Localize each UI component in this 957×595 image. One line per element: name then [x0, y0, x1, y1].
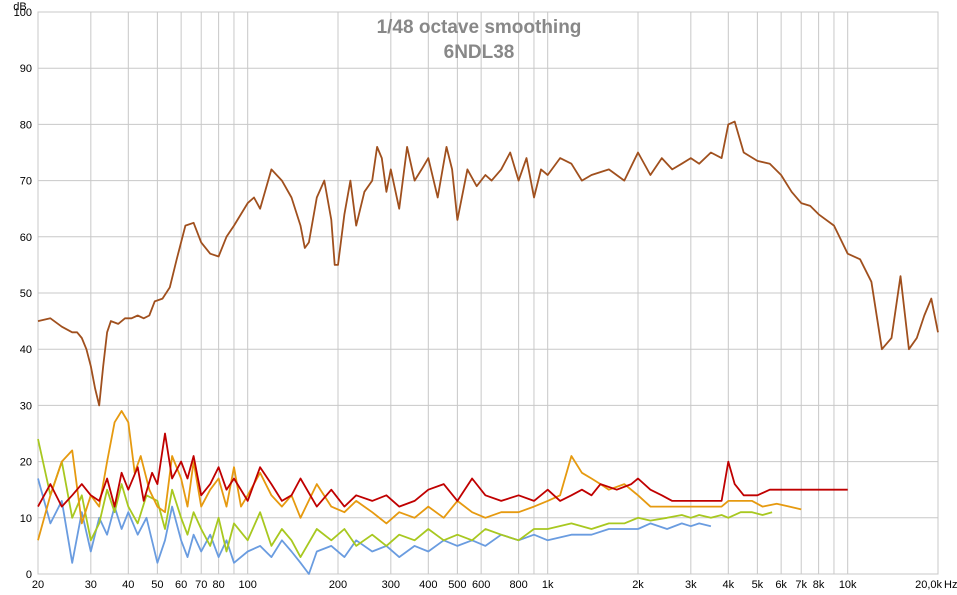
- y-tick-label: 30: [20, 400, 32, 412]
- x-tick-label: 5k: [752, 579, 764, 591]
- x-tick-labels: 20 30 40 50 60 70 80 100 200 300 400 500 600 800 1k 2k 3…: [32, 579, 943, 591]
- x-tick-label: 1k: [542, 579, 554, 591]
- x-tick-label: 8k: [813, 579, 825, 591]
- x-tick-label: 100: [239, 579, 257, 591]
- x-tick-label: 600: [472, 579, 490, 591]
- x-axis-unit-label: Hz: [944, 579, 957, 591]
- x-tick-label: 200: [329, 579, 347, 591]
- x-tick-label: 400: [419, 579, 437, 591]
- y-tick-label: 90: [20, 63, 32, 75]
- chart-subtitle: 6NDL38: [444, 42, 515, 63]
- y-axis-label: dB: [13, 1, 26, 13]
- y-tick-labels: 0 10 20 30 40 50 60 70 80 90 100: [14, 7, 32, 581]
- y-tick-label: 60: [20, 232, 32, 244]
- y-tick-label: 20: [20, 457, 32, 469]
- series-line-h5: [37, 478, 712, 575]
- series-group: [37, 120, 939, 575]
- x-tick-label: 300: [382, 579, 400, 591]
- x-tick-label: 500: [448, 579, 466, 591]
- chart-title: 1/48 octave smoothing: [377, 17, 582, 38]
- x-tick-label: 3k: [685, 579, 697, 591]
- series-line-h3: [37, 410, 802, 541]
- x-tick-label: 70: [195, 579, 207, 591]
- series-line-fundamental: [37, 120, 939, 407]
- y-tick-label: 40: [20, 344, 32, 356]
- x-tick-label: 800: [509, 579, 527, 591]
- x-tick-label: 6k: [775, 579, 787, 591]
- x-tick-label: 20,0k: [915, 579, 942, 591]
- plot-frame: [37, 11, 939, 575]
- y-tick-label: 80: [20, 119, 32, 131]
- series-line-h4: [37, 438, 773, 558]
- x-tick-label: 20: [32, 579, 44, 591]
- x-tick-label: 4k: [722, 579, 734, 591]
- x-tick-label: 2k: [632, 579, 644, 591]
- x-tick-label: 10k: [839, 579, 857, 591]
- series-line-h2: [37, 432, 848, 508]
- y-tick-label: 0: [26, 569, 32, 581]
- y-tick-label: 10: [20, 513, 32, 525]
- x-tick-label: 7k: [795, 579, 807, 591]
- x-tick-label: 40: [122, 579, 134, 591]
- x-tick-label: 80: [212, 579, 224, 591]
- y-tick-label: 50: [20, 288, 32, 300]
- x-tick-label: 30: [85, 579, 97, 591]
- x-tick-label: 60: [175, 579, 187, 591]
- x-tick-label: 50: [151, 579, 163, 591]
- y-tick-label: 100: [14, 7, 32, 19]
- y-tick-label: 70: [20, 176, 32, 188]
